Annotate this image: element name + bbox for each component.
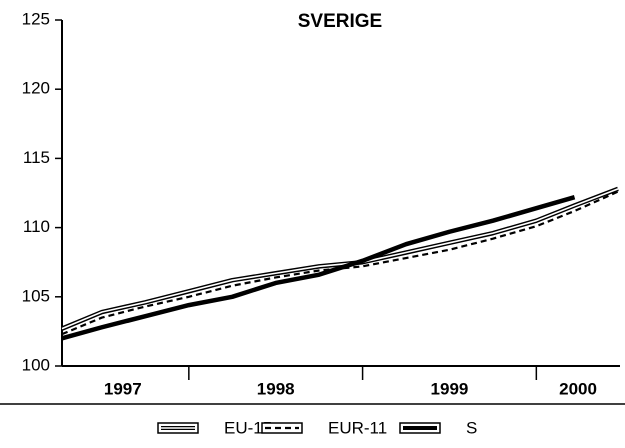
x-tick-label: 2000 bbox=[559, 379, 597, 398]
x-tick-label: 1998 bbox=[257, 379, 295, 398]
y-tick-label: 110 bbox=[23, 217, 50, 236]
legend-swatch-box bbox=[261, 422, 303, 434]
legend-label: EU-15 bbox=[224, 418, 272, 437]
y-tick-label: 120 bbox=[22, 79, 50, 98]
y-tick-label: 115 bbox=[23, 148, 50, 167]
chart-title: SVERIGE bbox=[298, 11, 382, 32]
series-line-inner bbox=[61, 188, 619, 330]
legend-label: S bbox=[466, 418, 477, 437]
y-tick-label: 105 bbox=[22, 286, 50, 305]
y-tick-label: 100 bbox=[22, 355, 50, 374]
legend-label: EUR-11 bbox=[328, 418, 387, 437]
x-tick-label: 1999 bbox=[431, 379, 469, 398]
series-line bbox=[61, 194, 576, 341]
series-line bbox=[61, 190, 619, 336]
x-tick-label: 1997 bbox=[104, 379, 142, 398]
y-tick-label: 125 bbox=[22, 9, 50, 28]
